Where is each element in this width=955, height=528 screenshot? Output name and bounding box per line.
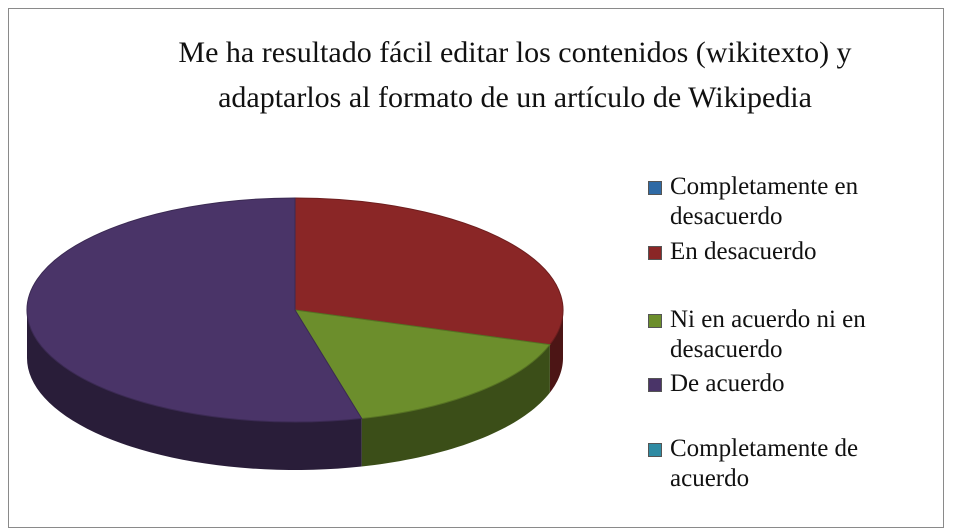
- legend-item: Completamente de acuerdo: [648, 434, 935, 494]
- pie-slice: [294, 197, 564, 346]
- legend-item: Completamente en desacuerdo: [648, 172, 935, 232]
- legend-swatch: [648, 314, 662, 328]
- legend-swatch: [648, 378, 662, 392]
- slice-side: [361, 344, 550, 467]
- legend-label: De acuerdo: [670, 370, 785, 397]
- legend-swatch: [648, 246, 662, 260]
- legend-swatch: [648, 443, 662, 457]
- page: Me ha resultado fácil editar los conteni…: [8, 8, 944, 528]
- legend-label: En desacuerdo: [670, 238, 817, 265]
- legend-item: De acuerdo: [648, 369, 935, 399]
- legend-item: Ni en acuerdo ni en desacuerdo: [648, 305, 935, 365]
- legend-label: Ni en acuerdo ni en desacuerdo: [670, 306, 866, 363]
- legend-label: Completamente de acuerdo: [670, 435, 859, 492]
- legend-swatch: [648, 181, 662, 195]
- pie-slice: [294, 309, 551, 420]
- legend-item: En desacuerdo: [648, 237, 935, 267]
- chart: [26, 197, 564, 470]
- legend-label: Completamente en desacuerdo: [670, 173, 859, 230]
- slice-side: [549, 310, 563, 393]
- chart-title: Me ha resultado fácil editar los conteni…: [178, 36, 852, 114]
- slice-side: [27, 310, 362, 470]
- pie-slice: [26, 197, 363, 423]
